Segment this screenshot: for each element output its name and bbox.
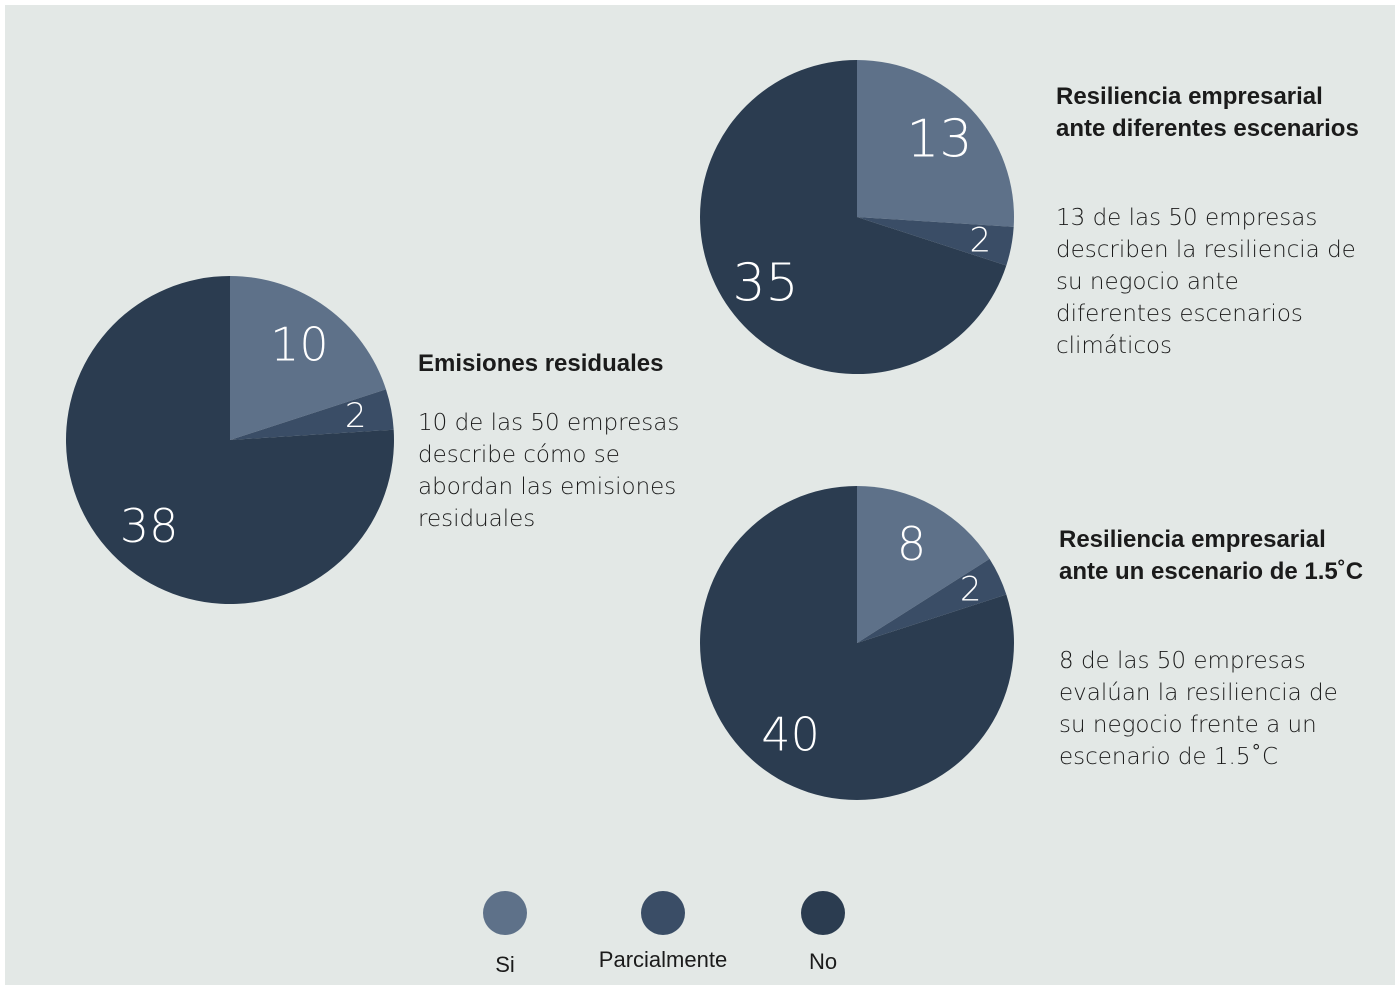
pie-data-label-no: 35	[732, 253, 798, 313]
pie-title-resiliencia-escenarios: Resiliencia empresarial ante diferentes …	[1056, 83, 1359, 142]
pie-description-resiliencia-escenarios: 13 de las 50 empresas describen la resil…	[1056, 205, 1356, 359]
pie-data-label-no: 38	[120, 499, 179, 553]
pie-slice-si	[857, 60, 1014, 227]
pie-slice-no	[700, 486, 1014, 800]
pie-description-emisiones: 10 de las 50 empresas describe cómo se a…	[418, 410, 680, 532]
pie-data-label-parcialmente: 2	[970, 221, 992, 261]
pie-emisiones-residuales: 10 2 38	[65, 276, 394, 604]
pie-description-resiliencia-1-5: 8 de las 50 empresas evalúan la resilien…	[1059, 648, 1338, 770]
legend-label-no: No	[808, 949, 838, 974]
legend-label-si: Si	[495, 952, 515, 977]
legend-swatch-si	[483, 891, 527, 935]
pie-slice-parcialmente	[857, 217, 1014, 266]
pie-data-label-parcialmente: 2	[960, 570, 982, 610]
pie-title-emisiones: Emisiones residuales	[418, 350, 664, 377]
pie-slice-si	[857, 486, 990, 643]
pie-slice-parcialmente	[857, 558, 1007, 643]
pie-data-label-no: 40	[761, 707, 820, 761]
pie-slice-si	[230, 276, 386, 440]
pie-data-label-si: 13	[906, 110, 972, 170]
pie-data-label-si: 10	[270, 317, 329, 371]
pie-title-resiliencia-1-5: Resiliencia empresarial ante un escenari…	[1059, 526, 1364, 585]
legend-swatch-parcialmente	[641, 891, 685, 935]
legend-swatch-no	[801, 891, 845, 935]
pie-data-label-parcialmente: 2	[345, 396, 367, 436]
pie-slice-parcialmente	[230, 389, 394, 440]
pie-resiliencia-1-5: 82 40	[700, 486, 1014, 800]
pie-slice-no	[700, 60, 1007, 375]
pie-resiliencia-escenarios: 13 2 35	[700, 60, 1014, 375]
chart-panel: 10 2 38 Emisiones residuales 10 de las 50 …	[5, 5, 1395, 985]
legend-label-parcialmente: Parcialmente	[598, 947, 728, 972]
pie-slice-no	[65, 276, 394, 604]
pie-data-label-si: 8	[897, 517, 926, 571]
